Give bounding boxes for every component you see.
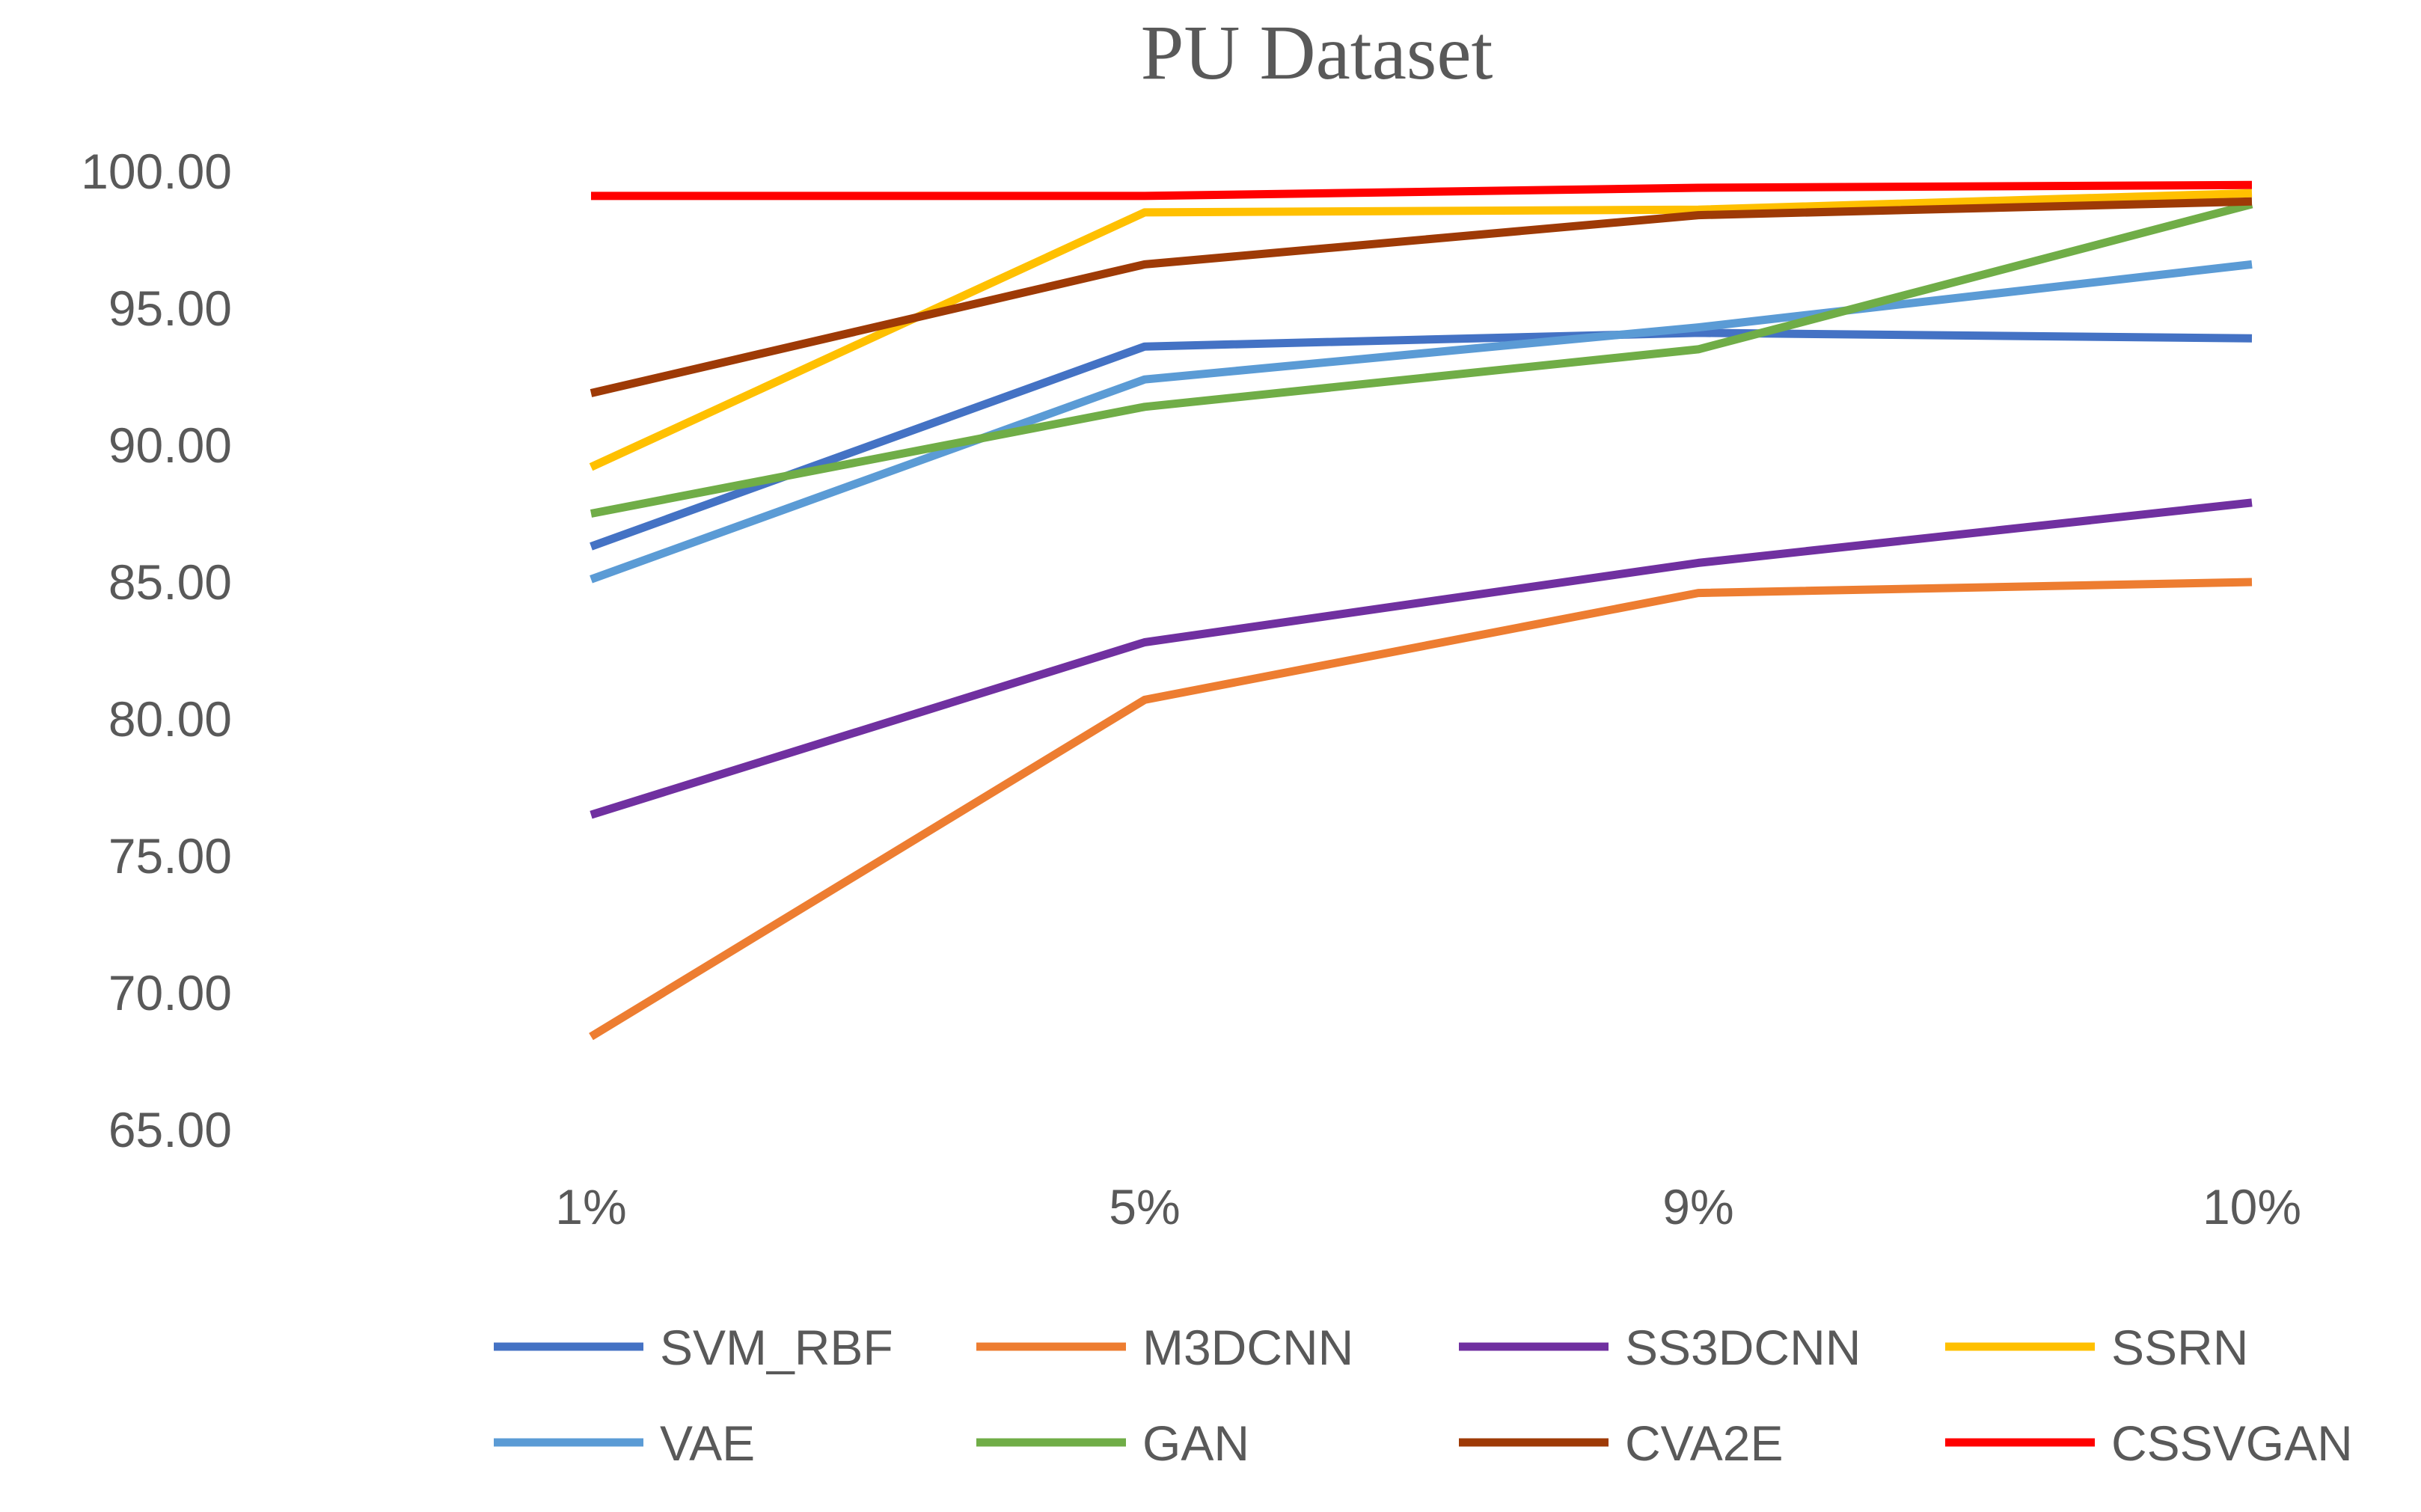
data-point-ssrn (1698, 209, 1699, 210)
data-point-svm-rbf (2252, 338, 2253, 339)
legend-label: M3DCNN (1142, 1320, 1353, 1375)
data-point-vae (591, 579, 592, 580)
legend-label: SVM_RBF (660, 1320, 893, 1375)
series-line-gan (590, 200, 2253, 518)
series-line-m3dcnn (589, 578, 2253, 1041)
series-line-svm-rbf (590, 328, 2253, 551)
data-point-svm-rbf (1698, 332, 1699, 333)
y-tick-label: 65.00 (108, 1102, 232, 1157)
y-tick-label: 95.00 (108, 281, 232, 336)
legend-label: SSRN (2111, 1320, 2248, 1375)
legend-item-gan: GAN (976, 1415, 1249, 1471)
legend-item-ss3dcnn: SS3DCNN (1459, 1320, 1861, 1375)
data-point-cssvgan (2252, 185, 2253, 186)
data-point-ssrn (591, 467, 592, 468)
y-tick-label: 70.00 (108, 965, 232, 1020)
legend-item-cva2e: CVA2E (1459, 1415, 1784, 1471)
data-point-svm-rbf (591, 546, 592, 547)
data-point-ss3dcnn (2252, 502, 2253, 503)
series-line-ssrn (589, 189, 2253, 471)
series-line-vae (590, 260, 2253, 584)
x-tick-label: 9% (1662, 1179, 1733, 1234)
data-point-m3dcnn (2252, 582, 2253, 583)
data-point-ssrn (2252, 193, 2253, 194)
y-tick-label: 85.00 (108, 554, 232, 610)
data-point-cssvgan (1698, 188, 1699, 189)
x-tick-label: 1% (555, 1179, 626, 1234)
y-tick-label: 100.00 (81, 144, 232, 199)
chart-title: PU Dataset (1141, 10, 1493, 96)
y-tick-label: 75.00 (108, 828, 232, 884)
legend-item-vae: VAE (494, 1415, 755, 1471)
series-line-ss3dcnn (590, 498, 2253, 819)
legend-item-svm-rbf: SVM_RBF (494, 1320, 893, 1375)
legend-label: GAN (1142, 1415, 1249, 1471)
data-point-gan (591, 513, 592, 514)
x-axis-tick-labels: 1% 5% 9% 10% (555, 1179, 2301, 1234)
legend: SVM_RBF M3DCNN SS3DCNN SSRN VAE GAN CVA2E CSSVG… (494, 1320, 2353, 1471)
series-lines (589, 180, 2253, 1041)
y-tick-label: 90.00 (108, 417, 232, 473)
series-line-cva2e (590, 197, 2253, 397)
legend-label: VAE (660, 1415, 755, 1471)
data-point-cva2e (2252, 201, 2253, 202)
data-point-cva2e (591, 393, 592, 394)
series-line-cssvgan (591, 180, 2253, 201)
legend-item-ssrn: SSRN (1945, 1320, 2248, 1375)
data-point-cssvgan (591, 195, 592, 196)
data-point-m3dcnn (591, 1036, 592, 1037)
legend-item-cssvgan: CSSVGAN (1945, 1415, 2353, 1471)
x-tick-label: 5% (1109, 1179, 1180, 1234)
y-tick-label: 80.00 (108, 691, 232, 747)
data-point-vae (2252, 264, 2253, 265)
y-axis-tick-labels: 65.00 70.00 75.00 80.00 85.00 90.00 95.00 100.0… (81, 144, 232, 1157)
legend-label: CVA2E (1625, 1415, 1784, 1471)
data-point-vae (1698, 327, 1699, 328)
legend-label: CSSVGAN (2111, 1415, 2353, 1471)
legend-item-m3dcnn: M3DCNN (976, 1320, 1353, 1375)
x-tick-label: 10% (2203, 1179, 2301, 1234)
legend-label: SS3DCNN (1625, 1320, 1861, 1375)
